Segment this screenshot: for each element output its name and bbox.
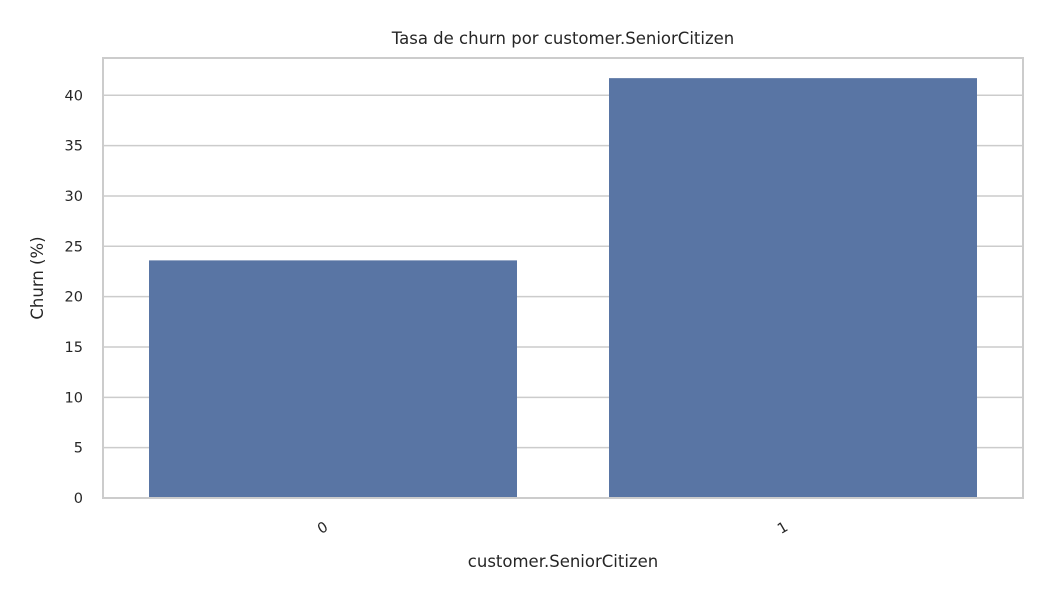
y-tick-label: 20 bbox=[65, 290, 83, 306]
plot-frame bbox=[102, 57, 1024, 499]
y-tick-label: 5 bbox=[74, 441, 83, 457]
chart-title: Tasa de churn por customer.SeniorCitizen bbox=[391, 29, 734, 48]
bar-0 bbox=[149, 260, 517, 498]
y-axis-label: Churn (%) bbox=[28, 236, 47, 319]
x-tick-label: 1 bbox=[775, 519, 791, 537]
x-axis-label: customer.SeniorCitizen bbox=[468, 552, 658, 571]
y-tick-label: 0 bbox=[74, 491, 83, 507]
x-tick-label: 0 bbox=[315, 519, 331, 537]
y-tick-label: 25 bbox=[65, 239, 83, 255]
bar-1 bbox=[609, 78, 977, 498]
y-ticks: 0 5 10 15 20 25 30 35 40 bbox=[65, 88, 83, 507]
y-tick-label: 10 bbox=[65, 390, 83, 406]
y-tick-label: 40 bbox=[65, 88, 83, 104]
y-tick-label: 30 bbox=[65, 189, 83, 205]
bars bbox=[149, 78, 977, 498]
y-tick-label: 15 bbox=[65, 340, 83, 356]
y-tick-label: 35 bbox=[65, 139, 83, 155]
